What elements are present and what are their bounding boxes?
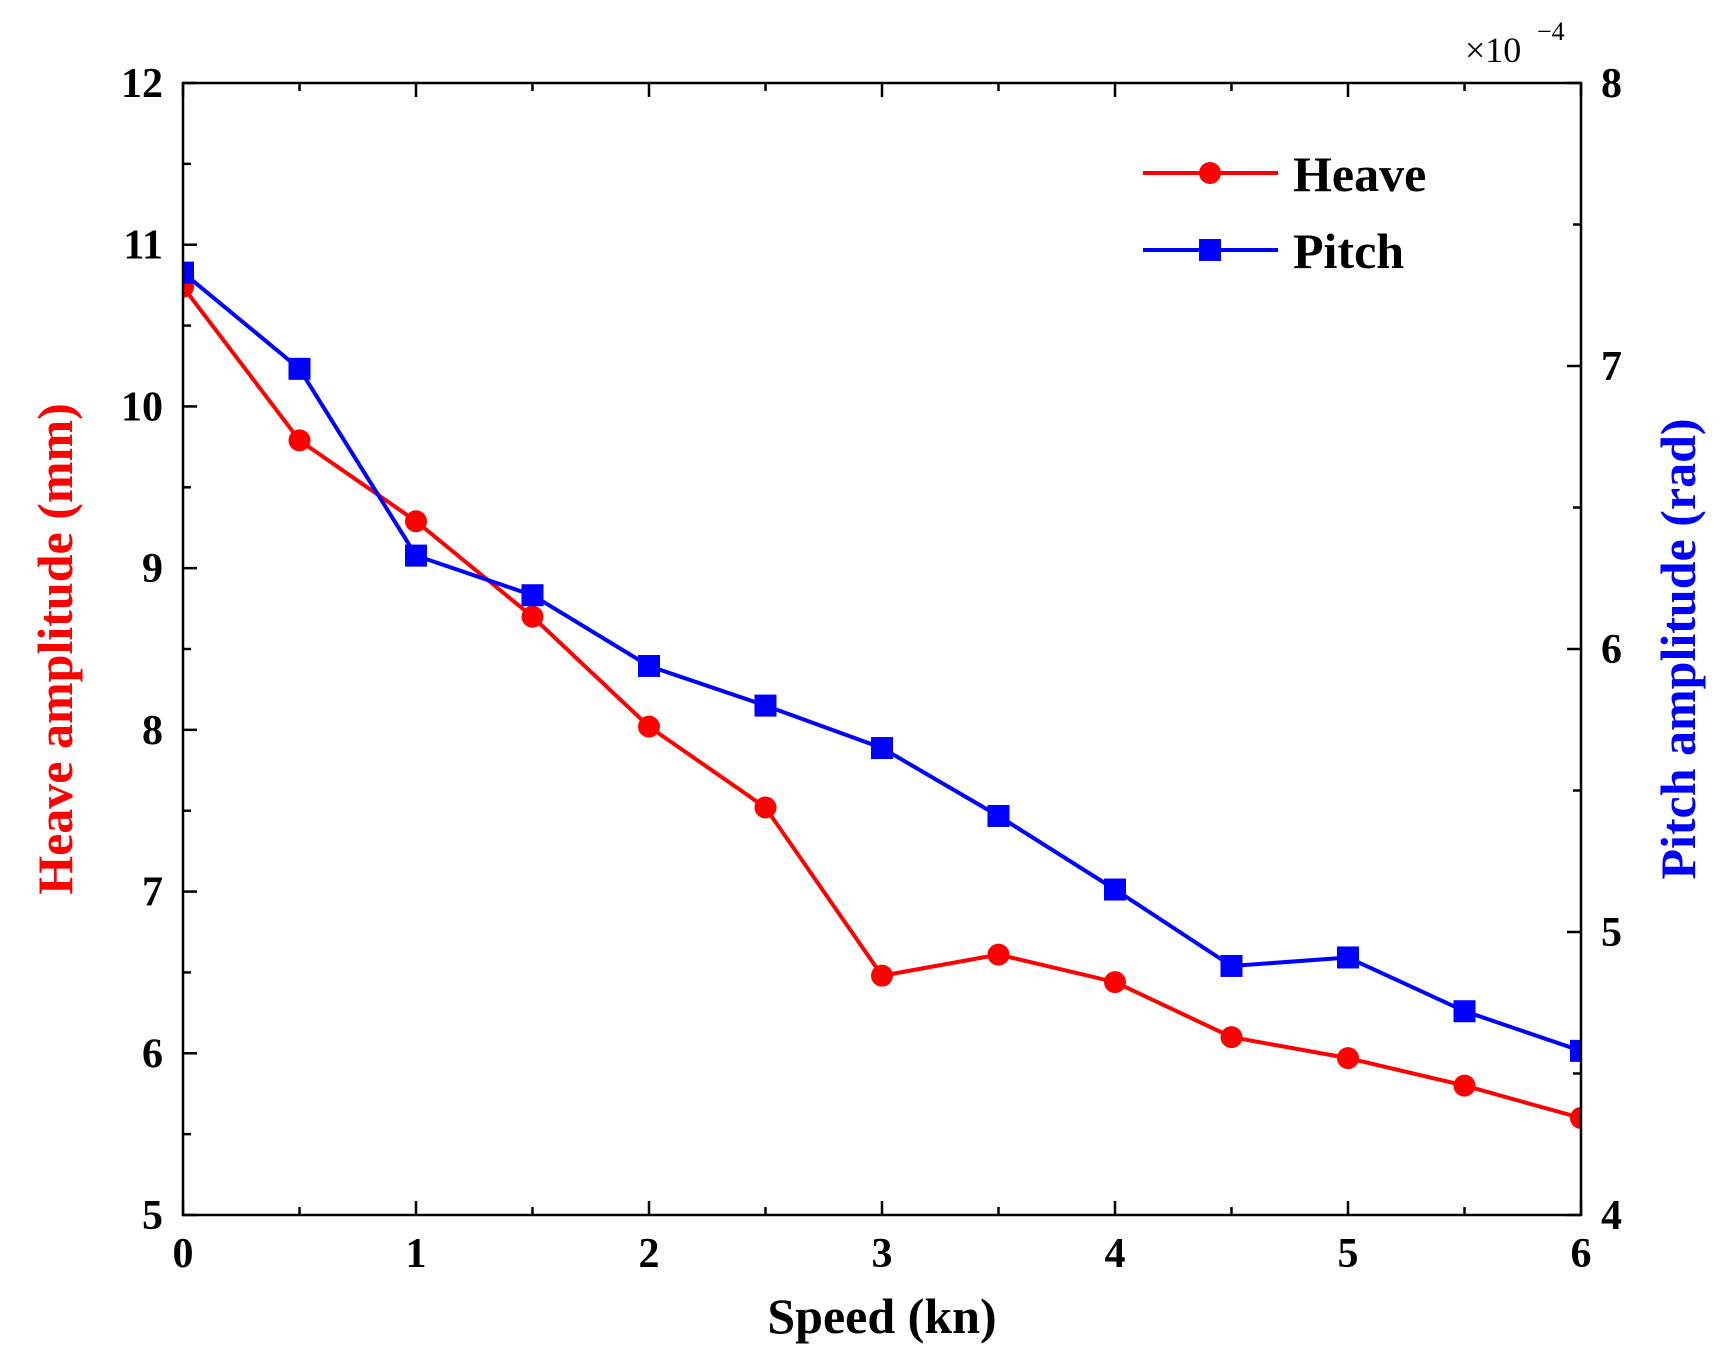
x-tick-labels: 0 1 2 3 4 5 6 (173, 1231, 1592, 1277)
legend-pitch-marker (1199, 239, 1221, 261)
pitch-point (638, 654, 660, 677)
heave-point (521, 605, 544, 628)
y-right-tick-label: 5 (1601, 910, 1622, 956)
series-layer (183, 261, 1581, 1129)
x-tick-label: 2 (639, 1231, 660, 1277)
pitch-line (183, 271, 1581, 1053)
pitch-point (1220, 954, 1243, 977)
heave-line (183, 285, 1581, 1120)
y-left-tick-label: 8 (142, 708, 163, 754)
legend: Heave Pitch (1143, 146, 1426, 279)
pitch-point (288, 357, 311, 380)
right-axis-exponent-label: ×10 −4 (1465, 17, 1565, 70)
y-left-axis-title: Heave amplitude (mm) (27, 403, 83, 895)
exponent-base: ×10 (1465, 30, 1521, 70)
pitch-point (871, 737, 893, 760)
y-left-tick-label: 9 (142, 546, 163, 592)
pitch-point (754, 694, 777, 717)
heave-point (1337, 1047, 1359, 1070)
pitch-point (1337, 946, 1359, 969)
x-tick-label: 6 (1571, 1231, 1592, 1277)
x-tick-label: 0 (173, 1231, 194, 1277)
heave-point (1453, 1074, 1476, 1097)
y-left-tick-labels: 5 6 7 8 9 10 11 12 (121, 61, 163, 1239)
pitch-point (1453, 1000, 1476, 1023)
y-left-tick-label: 6 (142, 1031, 163, 1077)
heave-point (1220, 1026, 1243, 1049)
y-right-tick-labels: 4 5 6 7 8 (1601, 61, 1622, 1239)
legend-pitch-label: Pitch (1293, 223, 1404, 279)
heave-point (288, 429, 311, 452)
x-tick-label: 1 (406, 1231, 427, 1277)
y-right-tick-label: 4 (1601, 1193, 1622, 1239)
heave-point (987, 943, 1010, 966)
x-tick-label: 3 (872, 1231, 893, 1277)
y-right-tick-label: 6 (1601, 627, 1622, 673)
legend-heave-label: Heave (1293, 146, 1426, 202)
y-left-tick-label: 11 (123, 223, 163, 269)
pitch-point (1104, 878, 1126, 901)
x-tick-label: 4 (1105, 1231, 1126, 1277)
y-left-tick-label: 5 (142, 1193, 163, 1239)
y-right-tick-label: 7 (1601, 344, 1622, 390)
series-heave (183, 275, 1581, 1129)
series-pitch (183, 261, 1581, 1062)
y-left-tick-label: 7 (142, 870, 163, 916)
heave-point (1570, 1106, 1581, 1129)
heave-point (754, 796, 777, 819)
y-right-tick-label: 8 (1601, 61, 1622, 107)
heave-point (405, 510, 427, 533)
heave-point (1104, 971, 1126, 994)
pitch-point (405, 544, 427, 567)
y-left-tick-label: 12 (121, 61, 163, 107)
pitch-point (987, 804, 1010, 827)
heave-point (638, 715, 660, 738)
heave-point (871, 964, 893, 987)
exponent-power: −4 (1537, 17, 1565, 46)
y-right-axis-title: Pitch amplitude (rad) (1650, 418, 1706, 879)
x-axis-title: Speed (kn) (767, 1288, 996, 1344)
pitch-point (1570, 1039, 1581, 1062)
y-left-tick-label: 10 (121, 384, 163, 430)
plot-area-frame (181, 81, 1583, 1217)
pitch-point (521, 584, 544, 607)
x-tick-label: 5 (1338, 1231, 1359, 1277)
legend-heave-marker (1199, 162, 1221, 184)
pitch-point (183, 261, 194, 284)
